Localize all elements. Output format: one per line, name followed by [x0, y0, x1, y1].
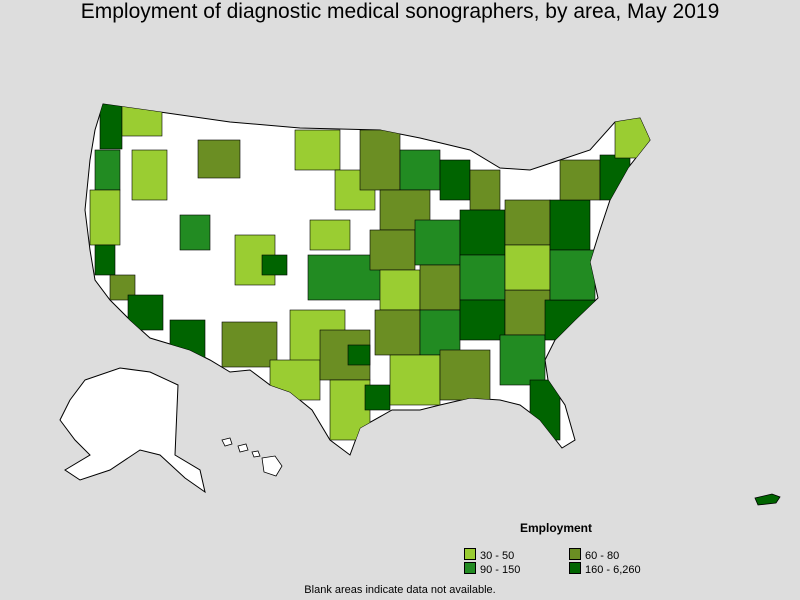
area-region — [374, 309, 421, 356]
puerto-rico-outline — [754, 493, 781, 506]
legend-label: 160 - 6,260 — [585, 564, 641, 576]
area-region — [359, 129, 401, 191]
area-region — [544, 299, 596, 341]
legend-swatch — [464, 548, 476, 560]
area-region — [414, 219, 461, 266]
area-region — [439, 349, 491, 401]
legend-item: 160 - 6,260 — [569, 562, 641, 576]
area-region — [504, 289, 551, 336]
legend-label: 60 - 80 — [585, 550, 620, 562]
area-region — [261, 254, 288, 276]
area-region — [599, 154, 631, 201]
area-region — [131, 149, 168, 201]
hawaii-outline — [221, 437, 283, 477]
area-region — [127, 294, 164, 331]
area-region — [221, 321, 278, 368]
map-title: Employment of diagnostic medical sonogra… — [80, 0, 720, 23]
area-region — [469, 169, 501, 211]
area-region — [504, 199, 551, 246]
area-region — [121, 105, 163, 137]
area-region — [439, 159, 471, 201]
area-region — [419, 309, 461, 356]
area-region — [169, 319, 206, 361]
area-region — [329, 379, 371, 441]
area-region — [614, 117, 650, 159]
area-region — [197, 139, 241, 179]
area-region — [89, 189, 121, 246]
area-region — [94, 244, 116, 276]
alaska-outline — [59, 367, 206, 494]
area-region — [399, 149, 441, 191]
area-region — [269, 359, 321, 401]
area-regions — [89, 104, 650, 441]
area-region — [309, 219, 351, 251]
legend-swatch — [569, 548, 581, 560]
area-region — [179, 214, 211, 251]
legend-label: 30 - 50 — [480, 550, 515, 562]
area-region — [294, 129, 341, 171]
area-region — [459, 299, 506, 341]
legend-label: 90 - 150 — [480, 564, 521, 576]
area-region — [559, 159, 601, 201]
legend-item: 90 - 150 — [464, 562, 520, 576]
area-region — [94, 149, 121, 191]
legend: Employment 30 - 50 60 - 80 90 - 150 160 … — [462, 521, 662, 581]
area-region — [499, 334, 546, 386]
area-region — [347, 344, 371, 366]
legend-item: 60 - 80 — [569, 548, 619, 562]
legend-item: 30 - 50 — [464, 548, 514, 562]
area-region — [364, 384, 391, 411]
area-region — [459, 209, 506, 256]
area-region — [529, 379, 561, 441]
legend-title: Employment — [520, 521, 593, 535]
area-region — [419, 264, 461, 311]
area-region — [369, 229, 416, 271]
area-region — [504, 244, 551, 291]
area-region — [379, 269, 421, 311]
area-region — [389, 354, 441, 406]
legend-swatch — [569, 562, 581, 574]
area-region — [459, 254, 506, 301]
area-region — [549, 199, 591, 251]
area-region — [99, 104, 123, 150]
footnote: Blank areas indicate data not available. — [304, 584, 496, 596]
area-region — [549, 249, 596, 301]
legend-swatch — [464, 562, 476, 574]
